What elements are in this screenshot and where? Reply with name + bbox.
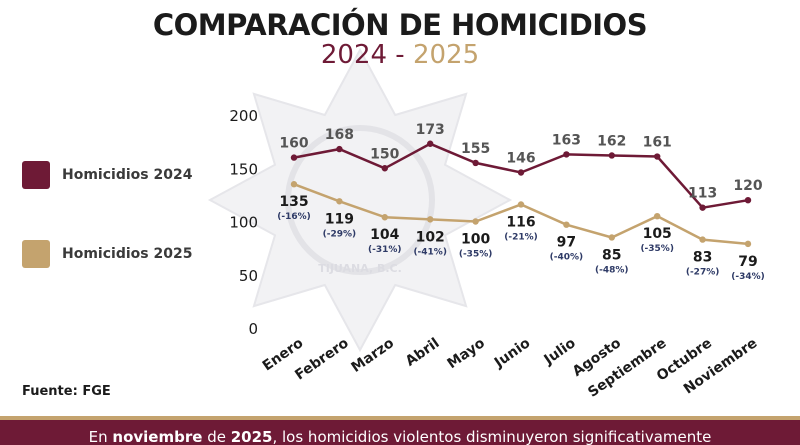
data-point-2025	[427, 216, 434, 223]
data-label-2025: 116	[506, 214, 535, 230]
police-star-watermark: TIJUANA, B.C.	[207, 47, 513, 353]
y-tick-label: 200	[229, 107, 258, 125]
data-point-2025	[381, 214, 388, 221]
change-label-2025: (-48%)	[595, 265, 629, 275]
data-point-2025	[517, 201, 525, 208]
change-label-2025: (-21%)	[504, 232, 538, 242]
source-note: Fuente: FGE	[22, 384, 111, 399]
legend-item-2025: Homicidios 2025	[22, 240, 192, 268]
subtitle-year-2025: 2025	[412, 40, 480, 70]
legend-label-2025: Homicidios 2025	[62, 246, 193, 262]
legend-label-2024: Homicidios 2024	[62, 167, 193, 183]
x-tick-label: Abril	[403, 335, 443, 370]
data-label-2024: 163	[552, 132, 581, 148]
data-point-2024	[608, 152, 615, 159]
watermark-text: TIJUANA, B.C.	[318, 262, 402, 275]
change-label-2025: (-16%)	[277, 212, 311, 222]
change-label-2025: (-34%)	[731, 272, 765, 282]
data-point-2025	[654, 212, 661, 220]
data-label-2025: 105	[643, 226, 672, 242]
data-point-2024	[699, 204, 706, 211]
change-label-2025: (-31%)	[368, 245, 402, 255]
footer-month: noviembre	[112, 428, 203, 445]
data-label-2025: 135	[279, 194, 308, 210]
data-point-2024	[654, 153, 661, 160]
x-tick-label: Septiembre	[585, 335, 669, 401]
data-label-2024: 113	[688, 186, 717, 202]
footer-year: 2025	[230, 428, 273, 445]
footer-text-1: En	[88, 428, 113, 445]
data-label-2025: 85	[602, 247, 621, 263]
data-point-2025	[608, 234, 615, 241]
data-point-2024	[472, 159, 479, 167]
watermark-star	[207, 47, 513, 353]
data-label-2025: 79	[738, 254, 757, 270]
y-tick-label: 100	[229, 214, 258, 232]
data-point-2025	[563, 221, 570, 228]
chart-title: COMPARACIÓN DE HOMICIDIOS	[152, 8, 648, 42]
data-label-2025: 83	[693, 250, 712, 266]
data-label-2024: 162	[597, 133, 626, 149]
data-point-2024	[563, 151, 570, 158]
data-label-2024: 150	[370, 146, 399, 162]
footer-text-3: , los homicidios violentos disminuyeron …	[272, 428, 712, 445]
data-point-2025	[744, 240, 752, 248]
data-label-2025: 102	[416, 229, 445, 245]
data-label-2024: 173	[416, 122, 445, 138]
data-label-2024: 146	[506, 151, 535, 167]
data-point-2025	[699, 236, 706, 243]
change-label-2025: (-29%)	[323, 229, 357, 239]
legend-swatch-2024	[22, 161, 50, 189]
legend-item-2024: Homicidios 2024	[22, 161, 192, 189]
data-label-2024: 155	[461, 141, 490, 157]
data-label-2025: 119	[325, 211, 354, 227]
chart-subtitle: 2024 - 2025	[0, 40, 800, 70]
series-lines	[290, 140, 752, 248]
change-label-2025: (-41%)	[413, 247, 447, 257]
data-label-2024: 161	[643, 135, 672, 151]
data-point-2025	[336, 198, 343, 205]
data-point-2024	[336, 145, 343, 153]
data-point-2025	[472, 218, 479, 225]
data-label-2024: 160	[279, 136, 308, 152]
data-label-2025: 104	[370, 227, 399, 243]
data-label-2024: 120	[733, 178, 762, 194]
change-label-2025: (-40%)	[550, 253, 584, 263]
x-tick-label: Junio	[491, 335, 534, 372]
y-axis: 0 50 100 150 200	[229, 107, 258, 338]
data-point-2024	[290, 154, 298, 161]
y-tick-label: 50	[239, 267, 258, 285]
change-label-2025: (-35%)	[459, 250, 493, 260]
data-point-2025	[290, 181, 298, 188]
change-label-2025: (-27%)	[686, 268, 720, 278]
subtitle-separator: -	[387, 40, 413, 70]
subtitle-year-2024: 2024	[320, 40, 388, 70]
footer-text-2: de	[202, 428, 231, 445]
data-point-2024	[517, 169, 525, 176]
watermark-ring	[285, 125, 435, 275]
data-point-2024	[744, 197, 752, 204]
y-tick-label: 150	[229, 160, 258, 178]
x-tick-label: Mayo	[445, 335, 489, 372]
change-label-2025: (-35%)	[640, 244, 674, 254]
data-label-2025: 97	[557, 235, 576, 251]
legend-swatch-2025	[22, 240, 50, 268]
y-tick-label: 0	[248, 320, 258, 338]
footer-divider	[0, 416, 800, 420]
data-labels: 160 168 150 173 155 146 163 162 161 113 120 135 (-16…	[277, 122, 765, 282]
data-label-2024: 168	[325, 127, 354, 143]
data-label-2025: 100	[461, 232, 490, 248]
footer-banner: En noviembre de 2025, los homicidios vio…	[0, 420, 800, 445]
data-point-2024	[381, 165, 388, 172]
data-point-2024	[427, 140, 434, 147]
